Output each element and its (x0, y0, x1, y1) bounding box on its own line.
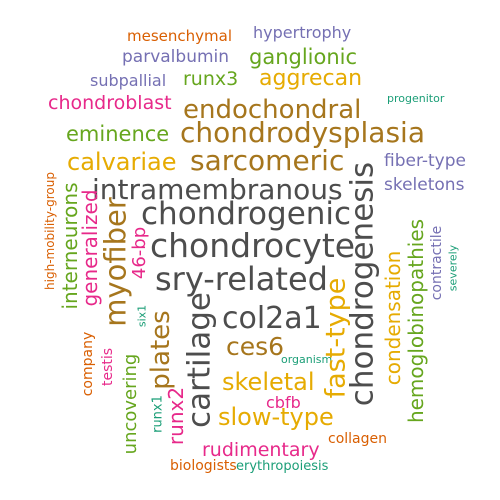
word-sry-related: sry-related (155, 260, 328, 298)
word-biologists: biologists (170, 458, 237, 474)
word-chondrogenesis: chondrogenesis (344, 161, 381, 407)
word-chondroblast: chondroblast (48, 92, 172, 114)
word-hemoglobinopathies: hemoglobinopathies (404, 218, 428, 424)
word-collagen: collagen (328, 431, 387, 447)
word-col2a1: col2a1 (222, 301, 322, 336)
word-cbfb: cbfb (266, 393, 301, 412)
word-chondrogenic: chondrogenic (141, 196, 352, 232)
word-condensation: condensation (381, 250, 405, 386)
word-cartilage: cartilage (181, 292, 218, 428)
word-myofiber: myofiber (98, 197, 133, 327)
word-company: company (80, 331, 96, 397)
word-chondrocyte: chondrocyte (150, 226, 356, 265)
word-high-mobility-group: high-mobility-group (43, 172, 57, 290)
word-fiber-type: fiber-type (384, 151, 466, 171)
word-endochondral: endochondral (183, 95, 362, 125)
word-ces6: ces6 (226, 332, 285, 361)
word-46-bp: 46-bp (129, 226, 150, 280)
word-skeletal: skeletal (222, 368, 315, 396)
word-skeletons: skeletons (384, 175, 465, 195)
word-hypertrophy: hypertrophy (253, 23, 352, 42)
word-interneurons: interneurons (58, 182, 82, 310)
word-slow-type: slow-type (218, 403, 334, 431)
word-contractile: contractile (429, 225, 445, 301)
word-subpallial: subpallial (90, 71, 167, 90)
word-parvalbumin: parvalbumin (122, 47, 230, 67)
word-severely: severely (446, 244, 460, 292)
word-plates: plates (146, 310, 176, 390)
word-sarcomeric: sarcomeric (190, 144, 345, 177)
word-chondrodysplasia: chondrodysplasia (180, 116, 425, 149)
word-generalized: generalized (78, 189, 102, 307)
word-fast-type: fast-type (320, 277, 352, 399)
word-rudimentary: rudimentary (202, 439, 320, 461)
word-ganglionic: ganglionic (249, 45, 358, 69)
word-mesenchymal: mesenchymal (127, 27, 232, 45)
word-calvariae: calvariae (67, 148, 177, 176)
word-runx1: runx1 (150, 395, 166, 433)
word-erythropoiesis: erythropoiesis (236, 459, 329, 474)
word-eminence: eminence (66, 122, 170, 146)
word-organism: organism (281, 353, 333, 366)
word-runx2: runx2 (164, 386, 188, 446)
word-testis: testis (100, 347, 116, 387)
word-runx3: runx3 (183, 68, 239, 90)
word-intramembranous: intramembranous (92, 173, 343, 206)
word-aggrecan: aggrecan (259, 66, 363, 91)
word-uncovering: uncovering (120, 353, 141, 455)
word-progenitor: progenitor (387, 92, 445, 105)
